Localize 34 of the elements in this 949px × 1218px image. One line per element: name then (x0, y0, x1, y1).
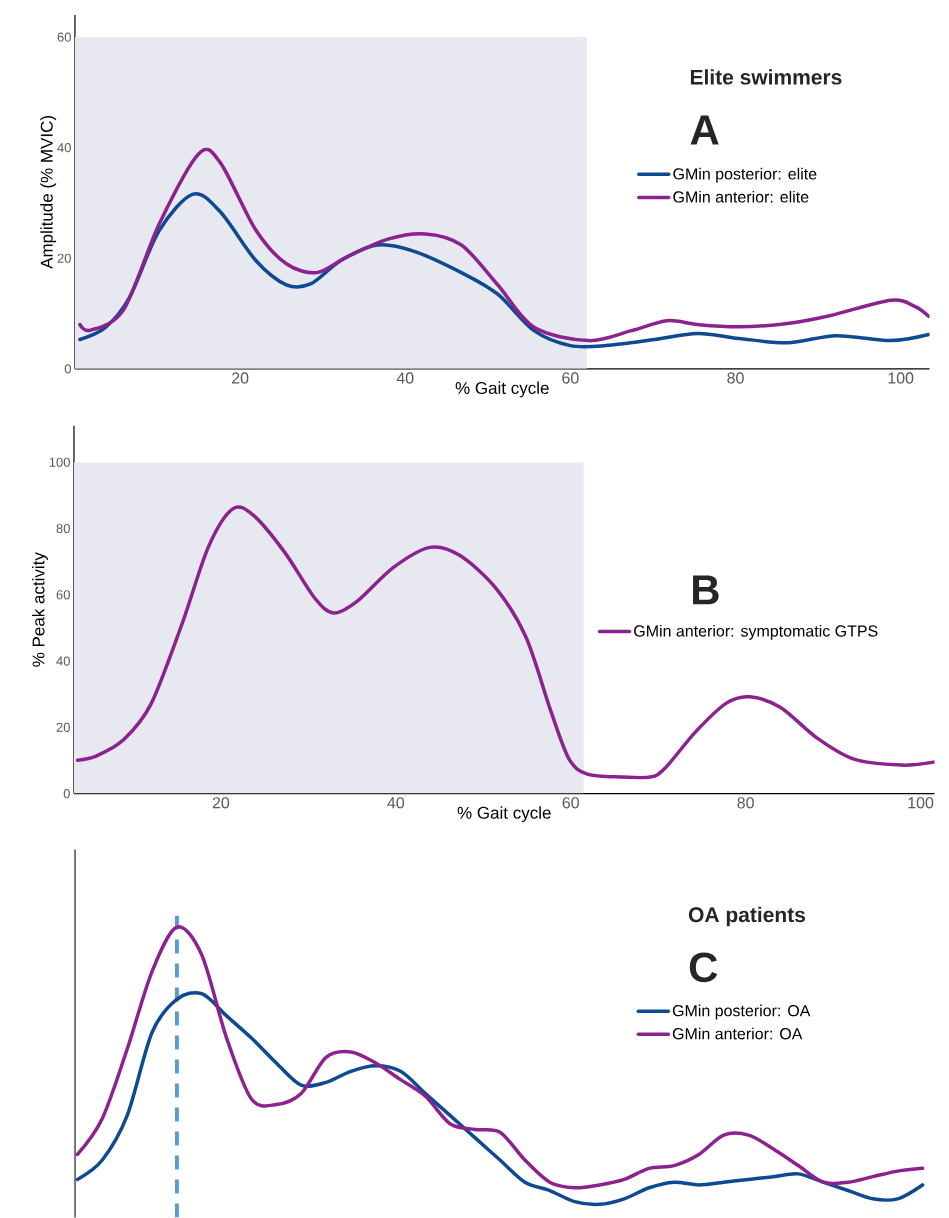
y-tick-label: 20 (56, 722, 71, 732)
x-tick-label: 20 (232, 372, 249, 384)
x-axis-title: % Gait cycle (457, 806, 551, 823)
y-tick-label: 60 (57, 32, 72, 42)
annotation: A (690, 115, 719, 145)
y-tick-label: 40 (57, 143, 72, 153)
y-tick-label: 80 (56, 523, 71, 534)
x-axis-title: % Gait cycle (455, 381, 549, 398)
x-tick-label: 40 (387, 797, 405, 809)
annotation: C (690, 952, 718, 983)
y-tick-label: 40 (56, 656, 71, 666)
chart-title: OA patients (689, 906, 806, 927)
legend-label: GMin posterior: elite (673, 167, 817, 183)
x-tick-label: 80 (727, 372, 744, 384)
y-tick-label: 0 (63, 789, 71, 799)
x-tick-label: 40 (396, 372, 414, 384)
y-tick-label: 20 (57, 253, 72, 263)
legend-label: GMin anterior: symptomatic GTPS (634, 624, 878, 640)
y-tick-label: 100 (49, 457, 71, 467)
y-tick-label: 60 (56, 590, 71, 600)
y-axis-title: % Peak activity (32, 552, 49, 667)
legend-label: GMin posterior: OA (673, 1004, 811, 1020)
x-tick-label: 80 (737, 797, 755, 809)
text: Elite swimmers (691, 69, 842, 85)
x-tick-label: 60 (562, 797, 580, 809)
x-tick-label: 100 (888, 372, 914, 384)
x-tick-label: 20 (213, 797, 230, 809)
x-tick-label: 60 (562, 372, 579, 384)
y-tick-label: 0 (64, 364, 72, 374)
y-axis-title: Amplitude (% MVIC) (40, 116, 57, 269)
legend-label: GMin anterior: OA (673, 1027, 803, 1040)
x-tick-label: 100 (908, 797, 934, 809)
annotation: B (693, 575, 719, 605)
legend-label: GMin anterior: elite (673, 190, 809, 203)
